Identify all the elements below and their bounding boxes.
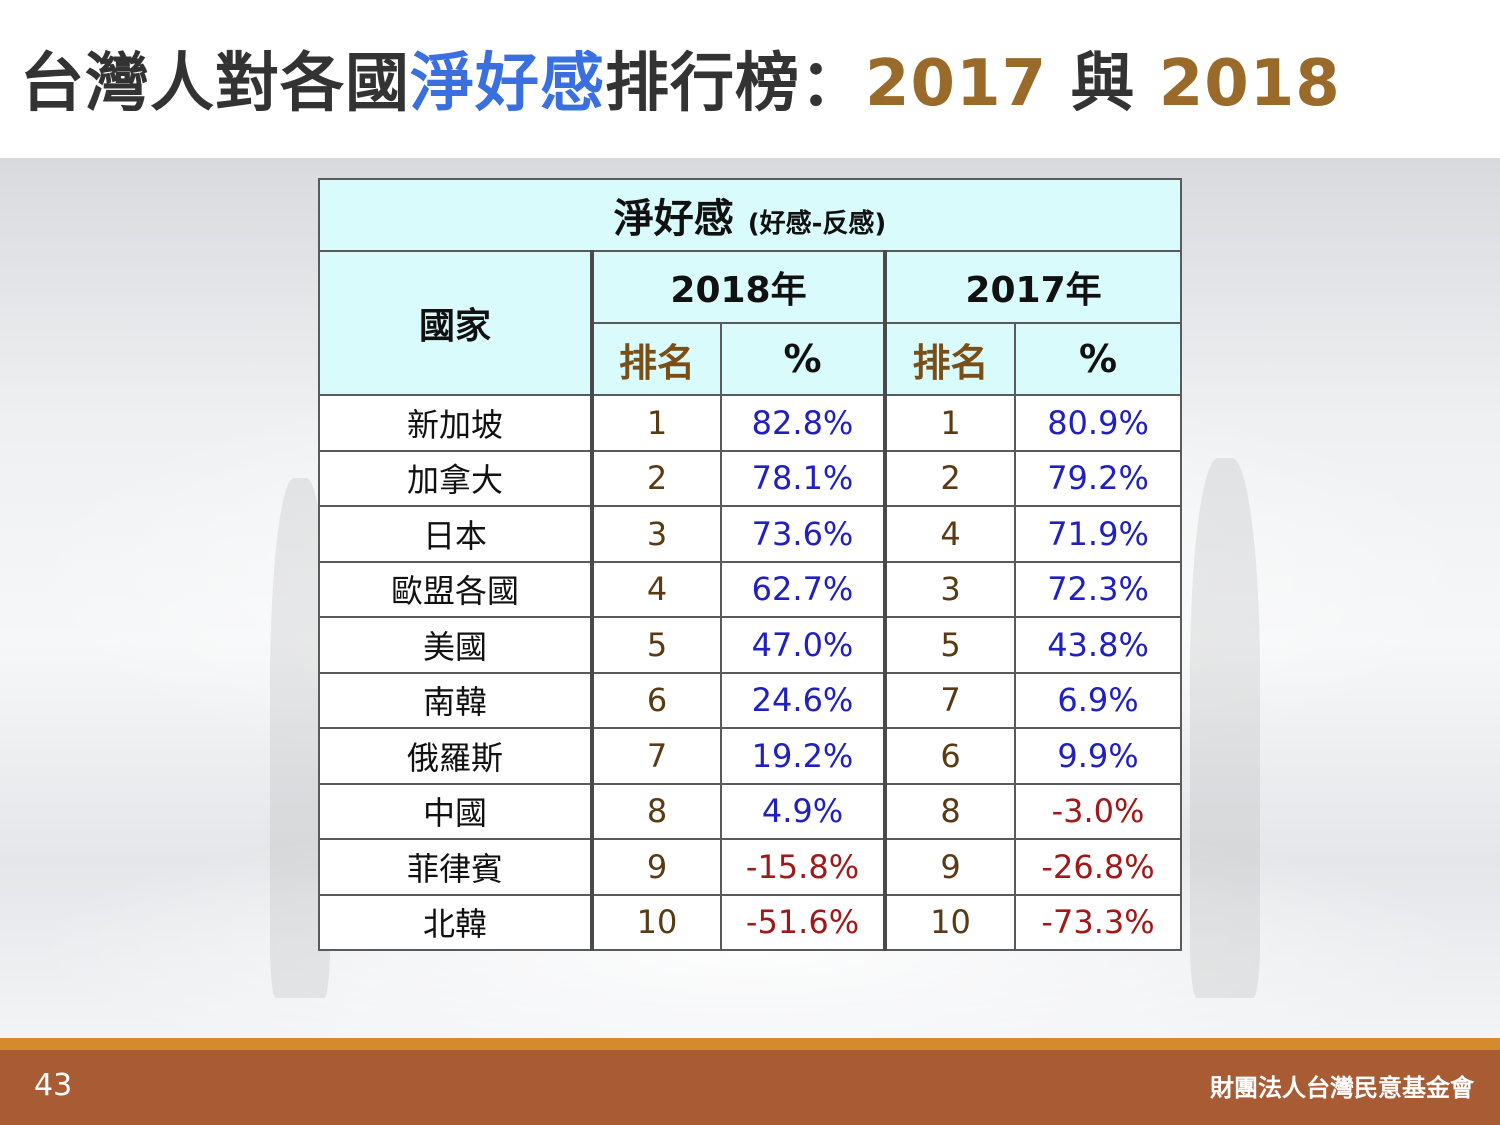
table-row: 新加坡 1 82.8% 1 80.9% <box>318 394 1183 452</box>
title-year-2018: 2018 <box>1158 47 1341 121</box>
pct-2018-cell: 62.7% <box>720 560 886 618</box>
pct-2017-cell: -73.3% <box>1013 893 1183 951</box>
rank-2018-cell: 6 <box>590 671 722 729</box>
rank-2017-cell: 5 <box>883 616 1016 674</box>
pct-2018-cell: 82.8% <box>720 394 886 452</box>
rank-2018-cell: 5 <box>590 616 722 674</box>
pct-2017-cell: 43.8% <box>1013 616 1183 674</box>
country-cell: 南韓 <box>318 671 593 729</box>
page-title: 台灣人對各國淨好感排行榜：2017 與 2018 <box>20 34 1341 134</box>
country-cell: 加拿大 <box>318 449 593 507</box>
footer-bar <box>0 1038 1500 1125</box>
rank-2018-cell: 1 <box>590 394 722 452</box>
pct-2017-cell: 71.9% <box>1013 505 1183 563</box>
table-title-main: 淨好感 <box>613 196 734 242</box>
rank-2018-cell: 9 <box>590 838 722 896</box>
organization-name: 財團法人台灣民意基金會 <box>1210 1074 1474 1102</box>
rank-2017-cell: 4 <box>883 505 1016 563</box>
country-cell: 中國 <box>318 782 593 840</box>
pct-2017-cell: -3.0% <box>1013 782 1183 840</box>
title-highlight: 淨好感 <box>410 47 605 121</box>
country-cell: 俄羅斯 <box>318 727 593 785</box>
pct-2018-cell: -51.6% <box>720 893 886 951</box>
year-2018-header: 2018年 <box>590 250 886 324</box>
rank-2017-header: 排名 <box>883 322 1016 396</box>
rank-2017-cell: 1 <box>883 394 1016 452</box>
rank-2017-cell: 7 <box>883 671 1016 729</box>
country-cell: 北韓 <box>318 893 593 951</box>
table-title-sub: (好感-反感) <box>747 209 887 239</box>
title-year-2017: 2017 <box>865 47 1048 121</box>
rank-2017-cell: 6 <box>883 727 1016 785</box>
pct-2017-cell: 6.9% <box>1013 671 1183 729</box>
pct-2017-cell: 9.9% <box>1013 727 1183 785</box>
table-row: 南韓 6 24.6% 7 6.9% <box>318 671 1183 729</box>
rank-2018-cell: 4 <box>590 560 722 618</box>
country-cell: 歐盟各國 <box>318 560 593 618</box>
rank-2018-cell: 8 <box>590 782 722 840</box>
title-part3: 排行榜： <box>605 47 865 121</box>
country-header: 國家 <box>318 250 593 396</box>
table-row: 北韓 10 -51.6% 10 -73.3% <box>318 893 1183 951</box>
rank-2017-cell: 3 <box>883 560 1016 618</box>
rank-2017-cell: 9 <box>883 838 1016 896</box>
pct-2017-cell: 79.2% <box>1013 449 1183 507</box>
net-favorability-table: 淨好感 (好感-反感) 國家 2018年 2017年 排名 % 排名 % 新加坡… <box>317 178 1183 951</box>
pct-2018-cell: 73.6% <box>720 505 886 563</box>
pct-2017-cell: -26.8% <box>1013 838 1183 896</box>
rank-2018-cell: 10 <box>590 893 722 951</box>
country-cell: 新加坡 <box>318 394 593 452</box>
rank-2018-header: 排名 <box>590 322 722 396</box>
pct-2018-cell: 24.6% <box>720 671 886 729</box>
rank-2017-cell: 2 <box>883 449 1016 507</box>
page-number: 43 <box>34 1068 73 1103</box>
pct-2018-cell: -15.8% <box>720 838 886 896</box>
rank-2017-cell: 10 <box>883 893 1016 951</box>
rank-2018-cell: 7 <box>590 727 722 785</box>
table-row: 俄羅斯 7 19.2% 6 9.9% <box>318 727 1183 785</box>
table-row: 中國 8 4.9% 8 -3.0% <box>318 782 1183 840</box>
table-title: 淨好感 (好感-反感) <box>317 178 1183 252</box>
title-part1: 台灣人對各國 <box>20 47 410 121</box>
country-cell: 日本 <box>318 505 593 563</box>
pct-2017-cell: 80.9% <box>1013 394 1183 452</box>
pct-2018-cell: 4.9% <box>720 782 886 840</box>
rank-2018-cell: 3 <box>590 505 722 563</box>
title-conjunction: 與 <box>1047 47 1159 121</box>
pct-2017-cell: 72.3% <box>1013 560 1183 618</box>
country-cell: 菲律賓 <box>318 838 593 896</box>
pct-2018-cell: 19.2% <box>720 727 886 785</box>
background-figure-right <box>1190 458 1260 998</box>
table-row: 加拿大 2 78.1% 2 79.2% <box>318 449 1183 507</box>
pct-2018-cell: 78.1% <box>720 449 886 507</box>
country-cell: 美國 <box>318 616 593 674</box>
pct-2018-cell: 47.0% <box>720 616 886 674</box>
rank-2017-cell: 8 <box>883 782 1016 840</box>
table-row: 菲律賓 9 -15.8% 9 -26.8% <box>318 838 1183 896</box>
pct-2017-header: % <box>1013 322 1183 396</box>
table-row: 美國 5 47.0% 5 43.8% <box>318 616 1183 674</box>
table-row: 歐盟各國 4 62.7% 3 72.3% <box>318 560 1183 618</box>
rank-2018-cell: 2 <box>590 449 722 507</box>
pct-2018-header: % <box>720 322 886 396</box>
year-2017-header: 2017年 <box>882 250 1183 324</box>
table-row: 日本 3 73.6% 4 71.9% <box>318 505 1183 563</box>
title-bar: 台灣人對各國淨好感排行榜：2017 與 2018 <box>0 0 1500 158</box>
